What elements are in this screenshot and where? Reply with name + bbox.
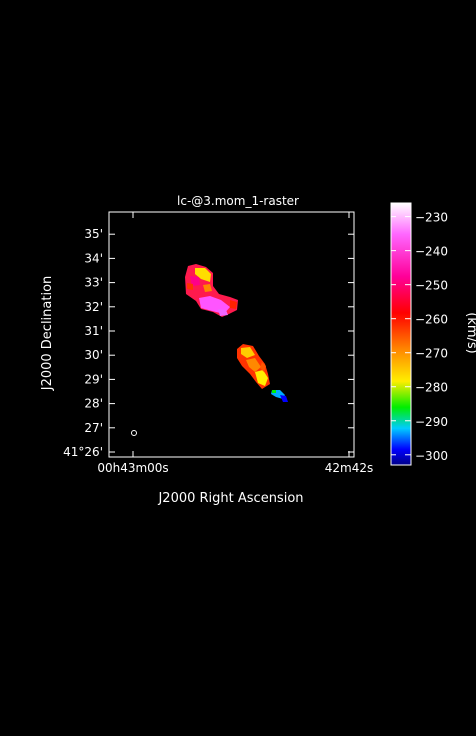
colorbar-ticks: −230 −240 −250 −260 −270 −280 −290 −300 [391,211,448,463]
colorbar-tick-label: −260 [415,313,448,327]
colorbar-tick-label: −240 [415,245,448,259]
y-tick-label: 28' [84,397,103,411]
northern-clump [185,264,238,317]
emission-image [185,264,288,402]
x-tick-label: 00h43m00s [97,461,168,475]
southern-clump [237,344,270,389]
beam-ellipse [131,430,137,436]
colorbar-tick-label: −280 [415,381,448,395]
chart-title: lc-@3.mom_1-raster [177,194,299,208]
y-tick-label: 33' [84,276,103,290]
y-tick-label: 27' [84,421,103,435]
colorbar [390,202,412,466]
y-tick-label: 35' [84,227,103,241]
y-axis-ticks: 41°26' 27' 28' 29' 30' 31' 32' 33' 34' 35' [63,227,354,459]
y-tick-label: 32' [84,300,103,314]
x-tick-label: 42m42s [325,461,373,475]
x-axis-label: J2000 Right Ascension [157,491,303,506]
colorbar-tick-label: −300 [415,449,448,463]
colorbar-tick-label: −250 [415,279,448,293]
southern-tail [271,390,288,402]
x-axis-ticks: 00h43m00s42m42s30s18s [97,212,373,475]
y-tick-label: 34' [84,251,103,265]
y-tick-label: 41°26' [63,445,103,459]
y-axis-label: J2000 Declination [40,276,55,392]
colorbar-tick-label: −290 [415,415,448,429]
plot-frame [108,211,355,458]
y-tick-label: 29' [84,372,103,386]
y-tick-label: 31' [84,324,103,338]
y-tick-label: 30' [84,348,103,362]
colorbar-tick-label: −270 [415,347,448,361]
colorbar-label: (km/s) [464,312,476,354]
colorbar-tick-label: −230 [415,211,448,225]
